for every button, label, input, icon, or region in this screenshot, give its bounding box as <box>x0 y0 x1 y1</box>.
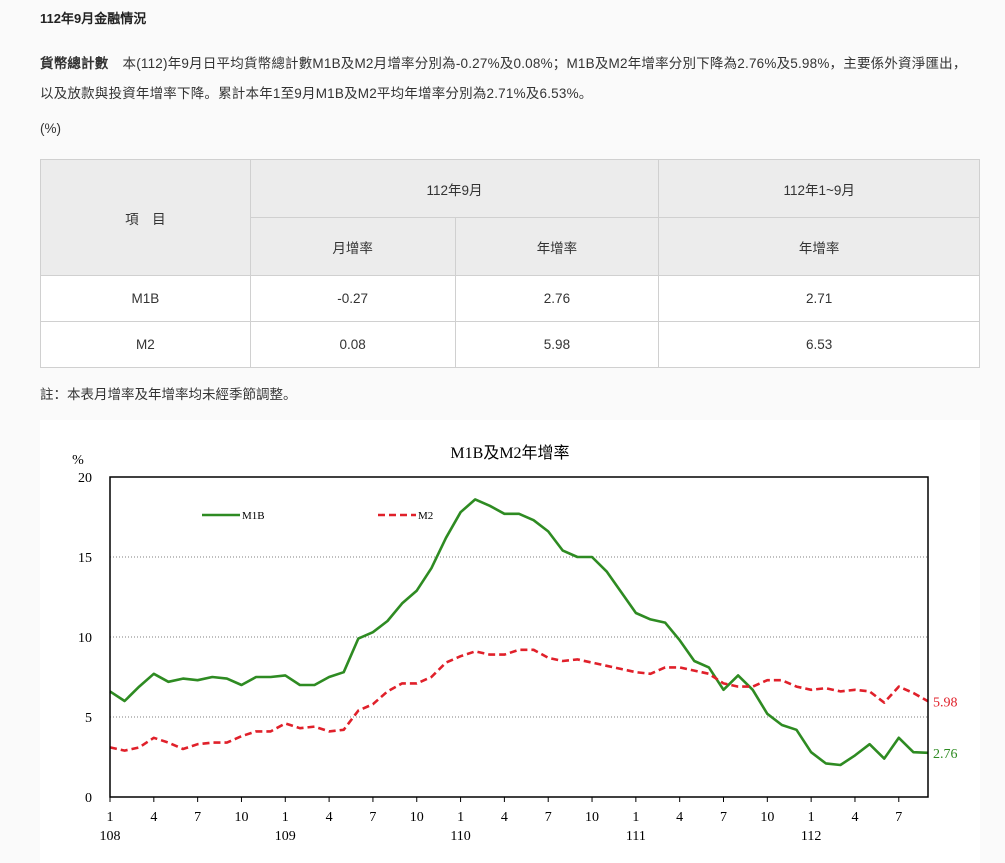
series-end-label: 5.98 <box>933 695 958 710</box>
series-line-m2 <box>109 648 929 752</box>
x-tick-label: 1 <box>808 810 815 825</box>
y-tick-label: 15 <box>78 551 92 566</box>
x-tick-label: 7 <box>895 810 902 825</box>
x-tick-label: 7 <box>194 810 201 825</box>
unit-label: (%) <box>40 121 61 136</box>
x-tick-label: 1 <box>632 810 639 825</box>
table-row: M1B -0.27 2.76 2.71 <box>40 275 980 322</box>
paragraph-lead: 貨幣總計數 <box>40 56 109 71</box>
x-tick-label: 7 <box>545 810 552 825</box>
table-subheader-yoy: 年增率 <box>454 217 660 276</box>
x-year-label: 111 <box>626 829 646 844</box>
y-tick-label: 10 <box>78 631 92 646</box>
cell-value: 2.76 <box>454 275 660 322</box>
table-subheader-mom: 月增率 <box>249 217 456 276</box>
x-tick-label: 4 <box>501 810 508 825</box>
series-end-label: 2.76 <box>933 747 958 762</box>
x-tick-label: 4 <box>851 810 858 825</box>
table-footnote: 註：本表月增率及年增率均未經季節調整。 <box>40 387 297 402</box>
x-tick-label: 4 <box>150 810 157 825</box>
x-year-label: 109 <box>275 829 296 844</box>
y-tick-label: 20 <box>78 471 92 486</box>
y-axis-label: % <box>72 453 84 468</box>
x-tick-label: 7 <box>720 810 727 825</box>
table-header-item: 項 目 <box>40 159 251 276</box>
paragraph-body: 本(112)年9月日平均貨幣總計數M1B及M2月增率分別為-0.27%及0.08… <box>40 56 967 101</box>
cell-value: 5.98 <box>454 321 660 368</box>
series-line-m1b <box>109 498 929 767</box>
legend-label: M2 <box>418 510 433 522</box>
table-header-period-ytd: 112年1~9月 <box>658 159 980 218</box>
chart-title: M1B及M2年增率 <box>450 444 569 462</box>
x-tick-label: 4 <box>326 810 333 825</box>
x-tick-label: 1 <box>107 810 114 825</box>
cell-value: 6.53 <box>658 321 980 368</box>
x-tick-label: 4 <box>676 810 683 825</box>
table-subheader-ytd-yoy: 年增率 <box>658 217 980 276</box>
x-tick-label: 1 <box>457 810 464 825</box>
x-year-label: 108 <box>100 829 121 844</box>
table-header-period-month: 112年9月 <box>249 159 660 218</box>
row-name: M2 <box>40 321 251 368</box>
table-row: M2 0.08 5.98 6.53 <box>40 321 980 368</box>
x-tick-label: 10 <box>410 810 424 825</box>
y-tick-label: 5 <box>85 711 92 726</box>
x-tick-label: 10 <box>234 810 248 825</box>
row-name: M1B <box>40 275 251 322</box>
x-year-label: 112 <box>801 829 821 844</box>
page-title: 112年9月金融情況 <box>40 11 147 26</box>
chart-container: M1B及M2年增率 % 2.76 5.98 0 5 10 15 20 1 4 7 10 1 4 7 10 1… <box>40 420 980 863</box>
summary-paragraph: 貨幣總計數 本(112)年9月日平均貨幣總計數M1B及M2月增率分別為-0.27%… <box>40 49 975 109</box>
growth-rate-table: 項 目 112年9月 112年1~9月 月增率 年增率 年增率 M1B -0.2… <box>40 159 980 368</box>
plot-frame <box>109 476 929 798</box>
cell-value: 2.71 <box>658 275 980 322</box>
x-tick-label: 7 <box>369 810 376 825</box>
legend-label: M1B <box>242 510 265 522</box>
x-year-label: 110 <box>450 829 470 844</box>
x-tick-label: 10 <box>585 810 599 825</box>
cell-value: 0.08 <box>249 321 456 368</box>
line-chart: M1B及M2年增率 % 2.76 5.98 0 5 10 15 20 1 4 7 10 1 4 7 10 1… <box>72 444 958 844</box>
x-tick-label: 10 <box>760 810 774 825</box>
y-tick-label: 0 <box>85 791 92 806</box>
x-tick-label: 1 <box>282 810 289 825</box>
cell-value: -0.27 <box>249 275 456 322</box>
